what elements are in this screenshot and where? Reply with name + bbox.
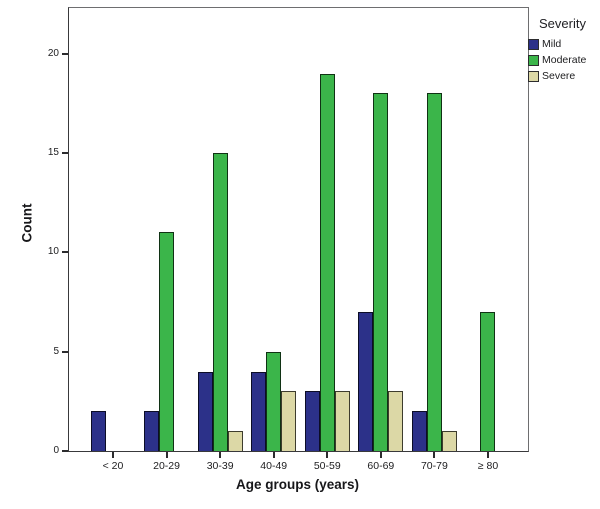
bar-moderate [426,93,442,451]
severe-swatch [528,70,539,82]
y-tick [62,251,68,254]
bar-mild [304,391,320,451]
x-tick [272,452,275,458]
legend-item-severe: Severe [528,70,598,82]
legend-item-label: Moderate [542,54,587,66]
x-tick-label: 40-49 [260,460,288,472]
x-tick [219,452,222,458]
y-tick [62,152,68,155]
bar-severe [281,391,297,451]
x-tick-label: < 20 [102,460,124,472]
bar-moderate [373,93,389,451]
legend-item-mild: Mild [528,38,598,50]
legend-item-label: Mild [542,38,562,50]
legend-items: Mild Moderate Severe [528,38,598,82]
legend-title: Severity [539,16,586,31]
mild-swatch [528,38,539,50]
legend: Severity Mild Moderate Severe [528,16,598,86]
bar-severe [441,431,457,451]
x-tick [433,452,436,458]
y-axis-title: Count [19,203,35,243]
x-tick-label: 50-59 [313,460,341,472]
bar-severe [334,391,350,451]
bar-moderate [480,311,496,451]
moderate-swatch [528,54,539,66]
legend-item-moderate: Moderate [528,54,598,66]
bar-mild [90,411,106,451]
x-axis-title: Age groups (years) [235,477,360,492]
y-tick-label: 10 [47,246,59,258]
x-tick-label: ≥ 80 [477,460,499,472]
x-tick [165,452,168,458]
x-tick [112,452,114,458]
x-tick-label: 70-79 [420,460,448,472]
y-tick-label: 20 [47,47,59,59]
x-tick [486,452,489,458]
y-tick [62,52,68,55]
y-tick-label: 15 [47,147,59,159]
x-tick [379,452,382,458]
y-tick-label: 0 [53,445,59,456]
bar-mild [358,311,374,451]
bar-moderate [159,232,175,451]
bar-moderate [266,351,282,451]
bar-mild [144,411,160,451]
x-tick-label: 20-29 [153,460,180,472]
bar-mild [251,371,267,451]
plot-area: 0 5 10 15 20 < 20 20-29 30-39 40-49 50-59 60-69 70-… [48,7,529,472]
bar-moderate [319,73,335,451]
bar-severe [227,431,243,451]
bar-mild [197,371,213,451]
x-tick-label: 30-39 [206,460,234,472]
legend-item-label: Severe [542,70,576,82]
bar-moderate [212,153,228,451]
y-tick-label: 5 [53,345,59,357]
bar-severe [388,391,404,451]
x-tick [326,452,329,458]
x-tick-label: 60-69 [367,460,395,472]
bar-mild [411,411,427,451]
y-tick [62,450,68,452]
y-tick [62,350,68,353]
